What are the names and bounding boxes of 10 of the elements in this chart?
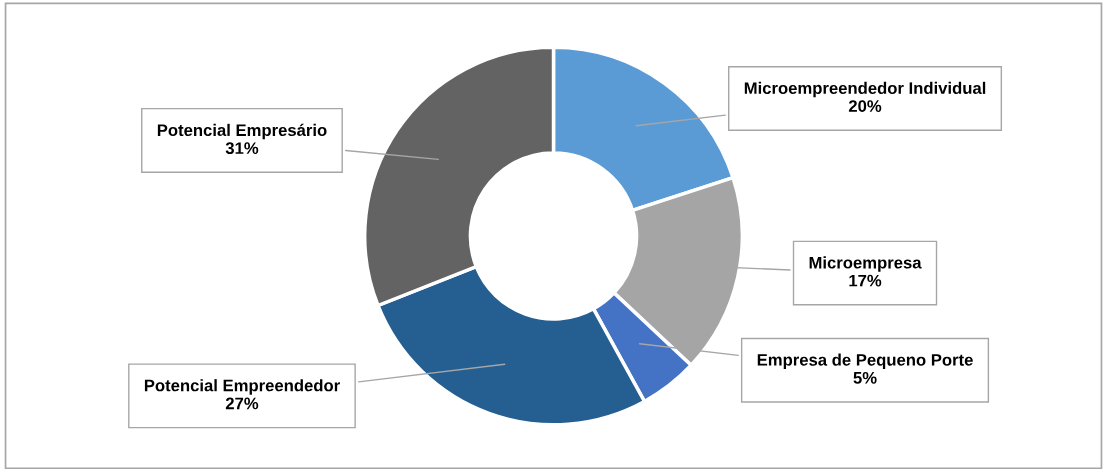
- data-label: 17%: [849, 274, 882, 287]
- slice-label: Microempresa: [809, 256, 922, 272]
- data-label: 27%: [225, 397, 259, 410]
- data-label: 5%: [853, 371, 877, 384]
- slice-label: Microempreendedor Individual: [744, 81, 986, 98]
- slice-label: Potencial Empresário: [157, 123, 327, 140]
- slice-label: Potencial Empreendedor: [144, 379, 340, 395]
- slice-label: Empresa de Pequeno Porte: [757, 353, 973, 370]
- data-label: 20%: [848, 100, 882, 112]
- data-label: 31%: [225, 142, 259, 155]
